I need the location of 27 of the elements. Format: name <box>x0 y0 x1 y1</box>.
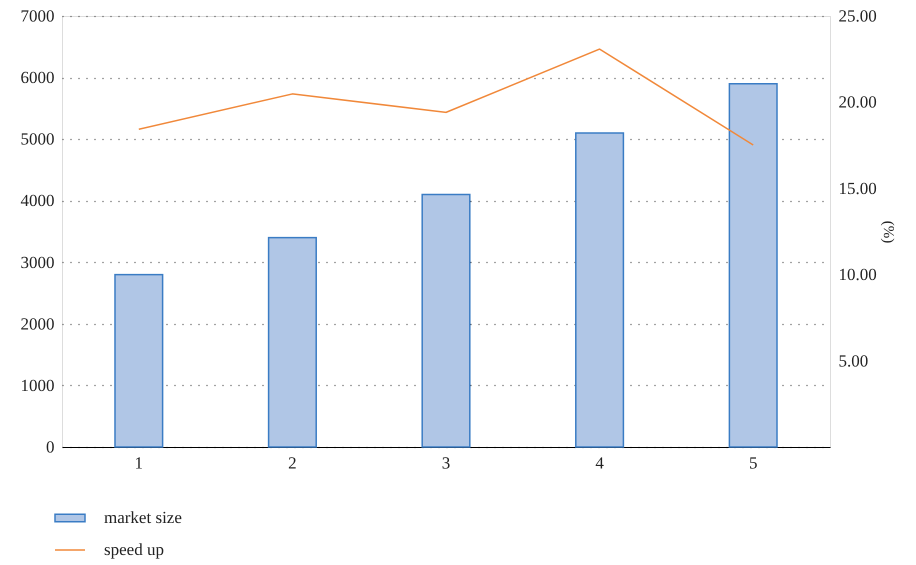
x-tick-label: 1 <box>134 454 144 472</box>
y-tick-label: 1000 <box>20 376 54 395</box>
x-tick-label: 3 <box>442 454 450 472</box>
legend-label: market size <box>104 508 182 527</box>
y-tick-label: 5000 <box>20 130 54 149</box>
y-tick-label: 7000 <box>20 6 54 26</box>
y2-tick-label: 15.00 <box>838 178 877 198</box>
bar <box>728 82 778 448</box>
bar <box>268 236 317 448</box>
line-series <box>138 48 754 146</box>
x-tick-label: 4 <box>595 454 604 472</box>
y-tick-label: 4000 <box>20 191 54 210</box>
y2-tick-label: 10.00 <box>838 265 877 284</box>
y2-axis-title: (%) <box>880 220 896 244</box>
legend-label: speed up <box>104 540 164 559</box>
y-tick-label: 3000 <box>20 252 54 272</box>
bar <box>575 132 624 448</box>
y-tick-label: 0 <box>46 438 54 456</box>
bar <box>114 274 164 448</box>
bar <box>421 194 471 448</box>
x-tick-label: 5 <box>748 454 758 472</box>
y2-tick-label: 20.00 <box>838 92 877 112</box>
x-tick-label: 2 <box>288 454 297 472</box>
y-tick-label: 2000 <box>20 314 54 334</box>
y-tick-label: 6000 <box>20 68 54 88</box>
y2-tick-label: 25.00 <box>838 6 877 26</box>
y2-tick-label: 5.00 <box>838 351 868 370</box>
